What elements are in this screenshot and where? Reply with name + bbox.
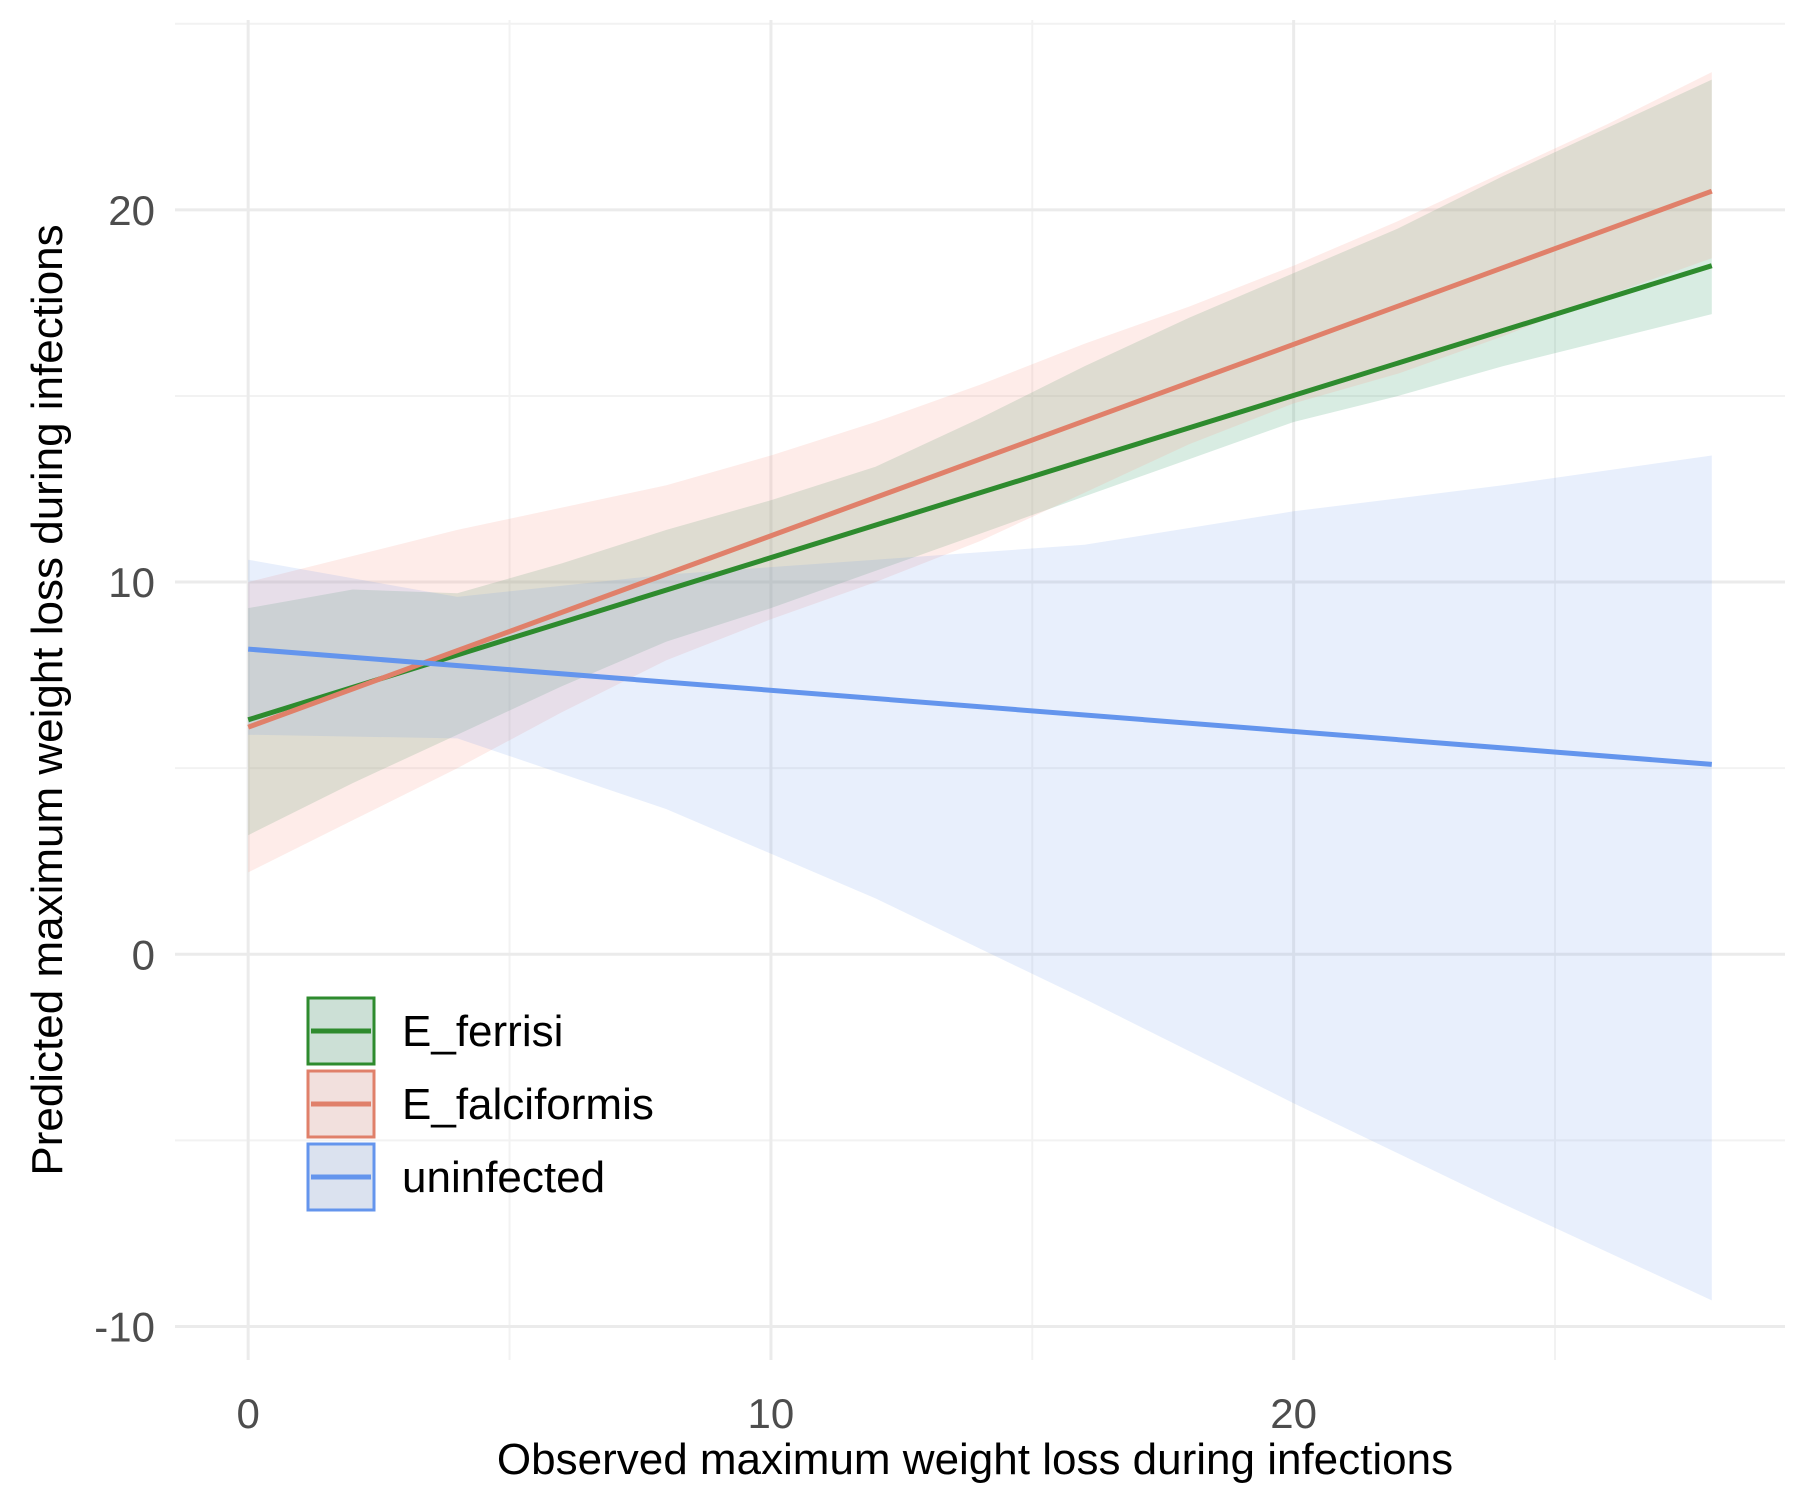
y-tick-labels: -10 0 10 20 [94,187,155,1351]
x-tick-label: 0 [237,1390,260,1437]
x-tick-label: 20 [1270,1390,1317,1437]
y-axis-title: Predicted maximum weight loss during inf… [23,224,72,1175]
y-tick-label: 0 [132,931,155,978]
legend-label-uninfected: uninfected [402,1153,605,1202]
y-tick-label: -10 [94,1304,155,1351]
x-axis-title: Observed maximum weight loss during infe… [497,1435,1453,1484]
minor-gridlines [175,20,1785,1360]
legend-key-uninfected [306,1142,376,1212]
y-tick-label: 10 [108,559,155,606]
ribbon-E_falciformis [248,72,1712,873]
legend-label-E_ferrisi: E_ferrisi [402,1007,563,1056]
line-E_falciformis [247,188,1713,730]
legend-label-E_falciformis: E_falciformis [402,1080,654,1129]
legend: E_ferrisi E_falciformis uninfected [306,996,654,1212]
legend-key-E_falciformis [306,1069,376,1139]
line-E_ferrisi [247,263,1713,723]
x-tick-labels: 0 10 20 [237,1390,1317,1437]
line-uninfected [248,646,1712,767]
series-lines [247,188,1713,767]
ribbon-uninfected [248,455,1712,1301]
y-tick-label: 20 [108,187,155,234]
legend-key-E_ferrisi [306,996,376,1066]
x-tick-label: 10 [748,1390,795,1437]
